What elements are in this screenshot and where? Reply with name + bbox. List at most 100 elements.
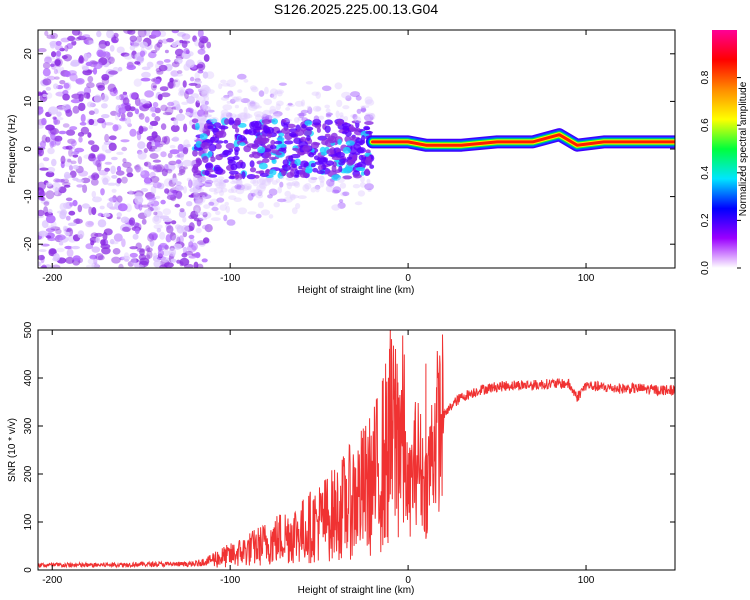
spectrogram-cell: [265, 126, 275, 134]
spectrogram-cell: [51, 51, 57, 58]
spectrogram-cell: [170, 70, 179, 77]
spectrogram-cell: [61, 55, 68, 60]
spectrogram-cell: [134, 97, 141, 107]
spectrogram-cell: [207, 151, 213, 157]
spectrogram-cell: [133, 78, 142, 87]
spectrogram-cell: [193, 204, 201, 214]
spectrogram-cell: [144, 116, 150, 123]
spectrogram-cell: [175, 186, 185, 191]
spectrogram-cell: [69, 73, 78, 82]
spectrogram-cell: [129, 246, 138, 250]
spectrogram-cell: [340, 191, 348, 197]
spectrogram-cell: [289, 132, 297, 137]
spectrogram-cell: [42, 78, 52, 86]
spectrogram-cell: [223, 214, 228, 222]
spectrogram-cell: [159, 264, 168, 268]
spectrogram-cell: [116, 212, 122, 218]
spectrogram-cell: [206, 114, 213, 118]
spectrogram-cell: [214, 143, 222, 150]
spectrogram-cell: [102, 212, 111, 218]
spectrogram-cell: [201, 114, 212, 118]
spectrogram-cell: [192, 183, 200, 191]
spectrogram-cell: [223, 94, 230, 99]
spectrogram-cell: [137, 151, 147, 160]
spectrogram-cell: [271, 118, 279, 125]
spectrogram-cell: [143, 161, 149, 167]
y-tick-label: 10: [23, 95, 34, 107]
spectrogram-cell: [120, 139, 130, 143]
spectrogram-cell: [55, 44, 63, 51]
spectrogram-cell: [281, 127, 291, 134]
spectrogram-cell: [42, 68, 51, 77]
spectrogram-cell: [154, 116, 161, 122]
spectrogram-cell: [178, 168, 186, 175]
spectrogram-cell: [113, 233, 123, 242]
spectrogram-cell: [153, 215, 160, 222]
spectrogram-cell: [175, 113, 186, 122]
spectrogram-cell: [331, 174, 342, 181]
spectrogram-cell: [181, 40, 188, 48]
spectrogram-cell: [142, 103, 153, 109]
spectrogram-cell: [43, 206, 48, 215]
spectrogram-cell: [64, 71, 71, 78]
spectrogram-cell: [166, 168, 173, 174]
spectrogram-cell: [77, 204, 83, 213]
spectrogram-cell: [268, 214, 274, 219]
spectrogram-cell: [97, 212, 104, 217]
spectrogram-cell: [56, 117, 64, 121]
spectrogram-cell: [197, 48, 206, 55]
spectrogram-cell: [295, 203, 301, 209]
spectrogram-cell: [85, 264, 96, 268]
spectrogram-cell: [250, 86, 259, 93]
spectrogram-cell: [136, 56, 144, 62]
x-tick-label: 100: [578, 575, 595, 586]
spectrogram-cell: [137, 30, 147, 38]
spectrogram-cell: [177, 143, 184, 152]
spectrogram-cell: [234, 117, 241, 125]
spectrogram-cell: [203, 109, 209, 118]
spectrogram-cell: [276, 90, 283, 97]
spectrogram-cell: [291, 207, 298, 215]
spectrogram-cell: [79, 122, 87, 126]
spectrogram-cell: [108, 135, 117, 141]
spectrogram-cell: [240, 185, 250, 191]
spectrogram-cell: [107, 182, 117, 186]
spectrogram-cell: [182, 159, 193, 167]
spectrogram-cell: [151, 78, 156, 82]
spectrogram-cell: [67, 158, 72, 163]
spectrogram-cell: [65, 256, 75, 264]
spectrogram-cell: [97, 84, 105, 91]
spectrogram-cell: [72, 255, 81, 262]
spectrogram-cell: [41, 220, 49, 229]
spectrogram-cell: [334, 169, 341, 174]
spectrogram-cell: [203, 95, 210, 102]
spectrogram-cell: [84, 53, 91, 59]
spectrogram-cell: [342, 191, 350, 197]
spectrogram-cell: [231, 123, 238, 130]
spectrogram-cell: [218, 181, 227, 189]
spectrogram-cell: [122, 226, 130, 232]
spectrogram-cell: [175, 104, 181, 111]
spectrogram-cell: [183, 186, 187, 194]
spectrogram-cell: [337, 119, 344, 125]
spectrogram-cell: [252, 126, 262, 131]
spectrogram-cell: [332, 186, 342, 194]
spectrogram-cell: [199, 192, 208, 198]
spectrogram-cell: [152, 181, 162, 189]
spectrogram-cell: [97, 117, 105, 124]
spectrogram-cell: [81, 177, 91, 184]
spectrogram-cell: [199, 87, 209, 95]
spectrogram-cell: [164, 106, 174, 115]
spectrogram-cell: [210, 156, 216, 163]
spectrogram-cell: [171, 61, 180, 68]
spectrogram-cell: [201, 37, 208, 44]
y-tick-label: -10: [23, 189, 34, 204]
spectrogram-cell: [363, 126, 371, 131]
spectrogram-cell: [354, 201, 363, 206]
spectrogram-cell: [141, 71, 151, 78]
spectrogram-cell: [181, 252, 188, 258]
spectrogram-cell: [204, 224, 213, 233]
spectrogram-cell: [101, 114, 110, 119]
spectrogram-cell: [67, 35, 76, 42]
spectrogram-cell: [192, 109, 198, 115]
